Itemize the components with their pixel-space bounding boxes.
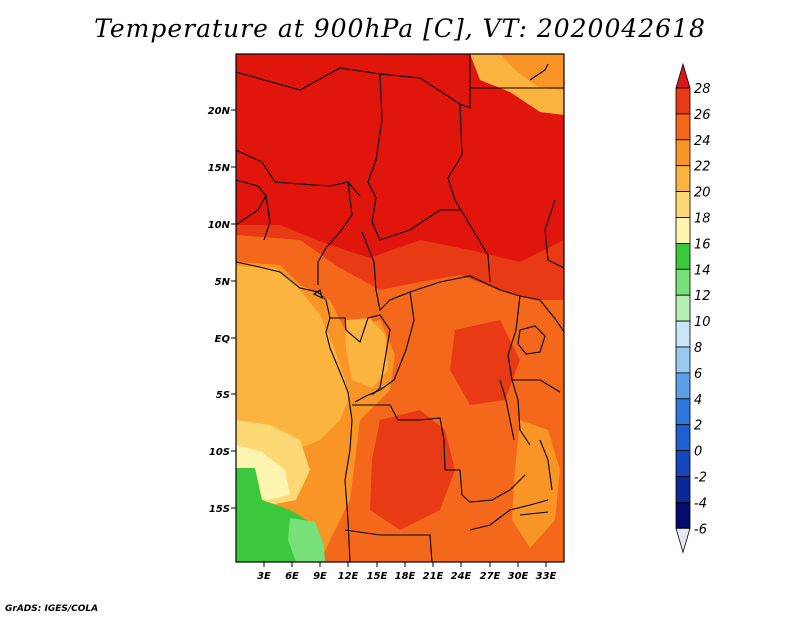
lat-label: 15N xyxy=(208,163,231,174)
field-east-warm-patch xyxy=(450,320,520,405)
colorbar-level-label: 4 xyxy=(694,393,702,408)
lon-label: 21E xyxy=(423,571,444,582)
colorbar-level-label: 12 xyxy=(694,289,711,304)
lon-label: 6E xyxy=(285,571,299,582)
colorbar-segment xyxy=(675,217,691,244)
colorbar-segment xyxy=(675,165,691,192)
border-gabon-congo xyxy=(330,314,391,396)
lon-label: 15E xyxy=(367,571,388,582)
colorbar-segment xyxy=(675,372,691,400)
colorbar-segment xyxy=(675,398,691,426)
temperature-field xyxy=(236,54,564,562)
lon-label: 30E xyxy=(508,571,529,582)
lat-label: 15S xyxy=(209,504,230,515)
lon-label: 18E xyxy=(395,571,416,582)
colorbar-segment xyxy=(675,87,691,115)
island-bioko xyxy=(312,289,323,300)
colorbar-segment xyxy=(675,139,691,167)
lat-label: 5S xyxy=(216,390,230,401)
border-angola-drc xyxy=(352,404,446,471)
longitude-axis: 3E 6E 9E 12E 15E 18E 21E 24E 27E 30E 33E xyxy=(257,562,557,582)
border-uganda-kenya xyxy=(519,295,564,333)
colorbar-segment xyxy=(675,320,691,348)
colorbar-segment xyxy=(675,113,691,141)
lon-label: 12E xyxy=(338,571,359,582)
colorbar-segment xyxy=(675,268,691,296)
lon-label: 3E xyxy=(257,571,271,582)
border-zambia-zimbabwe xyxy=(469,499,549,531)
lat-label: EQ xyxy=(215,334,231,345)
field-gabon-cool-pocket xyxy=(345,318,388,388)
lat-label: 5N xyxy=(215,277,231,288)
border-nigeria-cameroon xyxy=(317,181,353,285)
colorbar-level-label: 8 xyxy=(694,341,702,356)
colorbar-level-label: -6 xyxy=(694,522,707,537)
colorbar-level-label: 28 xyxy=(694,82,711,97)
country-borders xyxy=(236,54,564,562)
lake-kariba xyxy=(519,511,549,516)
field-se-mild-patch xyxy=(512,420,560,548)
lat-label: 10S xyxy=(209,447,230,458)
border-angola-zambia xyxy=(445,469,526,503)
lon-label: 9E xyxy=(313,571,327,582)
lake-victoria xyxy=(517,325,546,355)
lake-tanganyika xyxy=(499,379,515,441)
border-angola-namibia xyxy=(344,529,433,562)
field-ne-mild-corner xyxy=(500,54,564,90)
lat-label: 20N xyxy=(208,106,231,117)
lon-label: 27E xyxy=(480,571,501,582)
coastline-west xyxy=(236,261,353,562)
colorbar-segment xyxy=(675,501,691,529)
colorbar-level-label: 22 xyxy=(694,160,711,175)
lat-label: 10N xyxy=(208,220,231,231)
colorbar-level-label: 0 xyxy=(694,445,702,460)
border-cameroon-car xyxy=(361,231,521,312)
field-cool-zone xyxy=(236,266,350,455)
grads-credit: GrADS: IGES/COLA xyxy=(5,604,99,614)
field-light-green-zone xyxy=(288,518,325,562)
colorbar-segment xyxy=(675,294,691,322)
colorbar-level-label: 16 xyxy=(694,237,711,252)
lon-label: 24E xyxy=(451,571,472,582)
colorbar-segment xyxy=(675,450,691,477)
border-niger-chad xyxy=(236,54,471,109)
latitude-axis: 20N 15N 10N 5N EQ 5S 10S 15S xyxy=(208,106,236,515)
colorbar-level-label: 26 xyxy=(694,108,711,123)
colorbar-level-label: 14 xyxy=(694,263,711,278)
field-congo-hot-patch xyxy=(370,410,455,530)
border-nubian-corner xyxy=(529,63,549,81)
colorbar-segment xyxy=(675,346,691,374)
lake-malawi xyxy=(539,439,553,491)
colorbar-level-label: 10 xyxy=(694,315,711,330)
colorbar-level-label: 20 xyxy=(694,186,711,201)
colorbar-top-arrow xyxy=(675,62,691,89)
colorbar-segment xyxy=(675,424,691,452)
border-tanzania xyxy=(512,379,561,393)
border-chad-sudan xyxy=(447,103,491,283)
colorbar-level-label: 6 xyxy=(694,367,702,382)
border-west-africa xyxy=(236,194,271,241)
colorbar-segment xyxy=(675,242,691,270)
colorbar-level-label: -4 xyxy=(694,496,707,511)
border-nigeria-benin xyxy=(236,179,267,197)
colorbar-level-label: 2 xyxy=(694,419,702,434)
colorbar-segment xyxy=(675,191,691,218)
map-frame xyxy=(235,53,565,563)
colorbar-level-label: 18 xyxy=(694,212,711,227)
border-congo-drc xyxy=(354,291,415,403)
map-title: Temperature at 900hPa [C], VT: 202004261… xyxy=(94,14,706,43)
lon-label: 33E xyxy=(536,571,557,582)
colorbar-bottom-arrow xyxy=(675,527,691,554)
colorbar-segment xyxy=(675,476,691,503)
colorbar-level-label: 24 xyxy=(694,134,711,149)
colorbar-level-label: -2 xyxy=(694,471,707,486)
border-sudan-ethiopia xyxy=(544,199,564,269)
border-chad-car xyxy=(367,73,460,241)
